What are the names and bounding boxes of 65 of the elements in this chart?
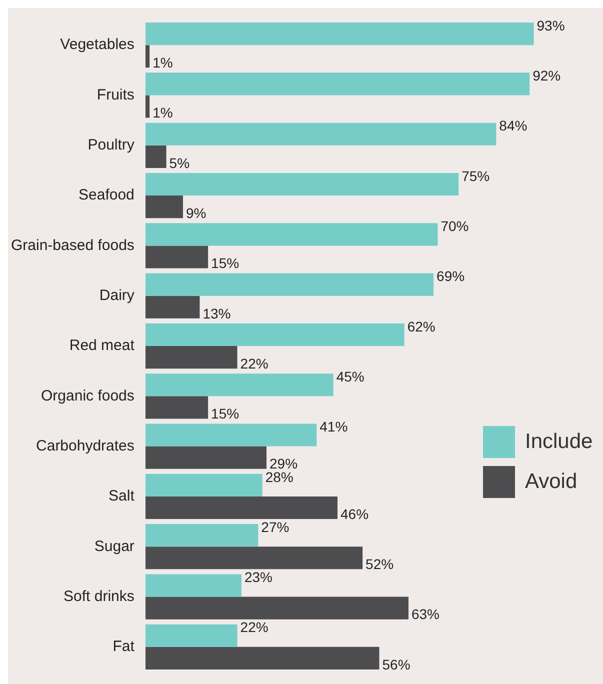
bar [145, 446, 267, 469]
bar [145, 374, 334, 396]
data-label: 41% [320, 418, 348, 435]
data-label: 92% [532, 68, 561, 84]
y-tick-label: Seafood [78, 186, 134, 204]
bar [145, 646, 380, 670]
y-tick-label: Carbohydrates [36, 437, 134, 454]
data-label: 27% [261, 518, 290, 535]
data-label: 5% [169, 154, 190, 171]
bar [145, 546, 363, 570]
bar [145, 246, 208, 268]
bar [145, 524, 258, 547]
y-tick-label: Grain-based foods [11, 236, 134, 254]
bar [145, 122, 496, 146]
y-tick-label: Soft drinks [64, 588, 134, 605]
data-label: 15% [211, 406, 240, 422]
data-label: 52% [366, 556, 394, 572]
bar [145, 145, 166, 168]
y-tick-label: Dairy [99, 286, 135, 304]
data-label: 45% [336, 368, 364, 384]
data-label: 84% [499, 118, 528, 134]
data-label: 1% [152, 104, 173, 121]
y-tick-label: Fat [112, 638, 136, 656]
data-label: 22% [240, 355, 268, 372]
bar [145, 396, 208, 419]
bar [145, 223, 438, 246]
y-tick-label: Vegetables [60, 36, 134, 54]
y-tick-label: Poultry [88, 136, 135, 154]
data-label: 23% [244, 569, 272, 586]
bar [145, 172, 459, 196]
data-label: 13% [202, 305, 231, 322]
bar [145, 196, 183, 218]
bar [145, 624, 238, 647]
data-label: 15% [211, 255, 240, 272]
y-tick-label: Organic foods [41, 387, 134, 404]
data-label: 69% [436, 268, 465, 284]
y-tick-label: Red meat [69, 337, 136, 354]
y-tick-label: Sugar [94, 538, 134, 555]
bar [145, 95, 150, 118]
data-label: 46% [340, 506, 369, 522]
legend-label: Avoid [525, 470, 578, 494]
data-label: 9% [186, 204, 206, 221]
data-label: 63% [411, 606, 440, 622]
data-label: 56% [382, 656, 410, 672]
bar [145, 474, 262, 496]
data-label: 70% [440, 218, 469, 234]
bar [145, 323, 404, 346]
data-label: 1% [152, 54, 173, 71]
data-label: 75% [462, 168, 490, 184]
bar [145, 72, 530, 96]
bar [145, 496, 338, 520]
y-tick-label: Fruits [96, 86, 134, 104]
data-label: 93% [536, 17, 565, 34]
bar [145, 22, 534, 46]
bar [145, 45, 150, 68]
data-label: 22% [240, 619, 268, 636]
bar [145, 346, 238, 369]
data-label: 62% [407, 318, 436, 334]
bar [145, 273, 434, 296]
y-tick-label: Salt [108, 488, 136, 505]
bar [145, 596, 408, 620]
legend-label: Include [525, 430, 593, 454]
bar [145, 424, 317, 446]
bar [145, 296, 200, 318]
bar [145, 574, 242, 597]
